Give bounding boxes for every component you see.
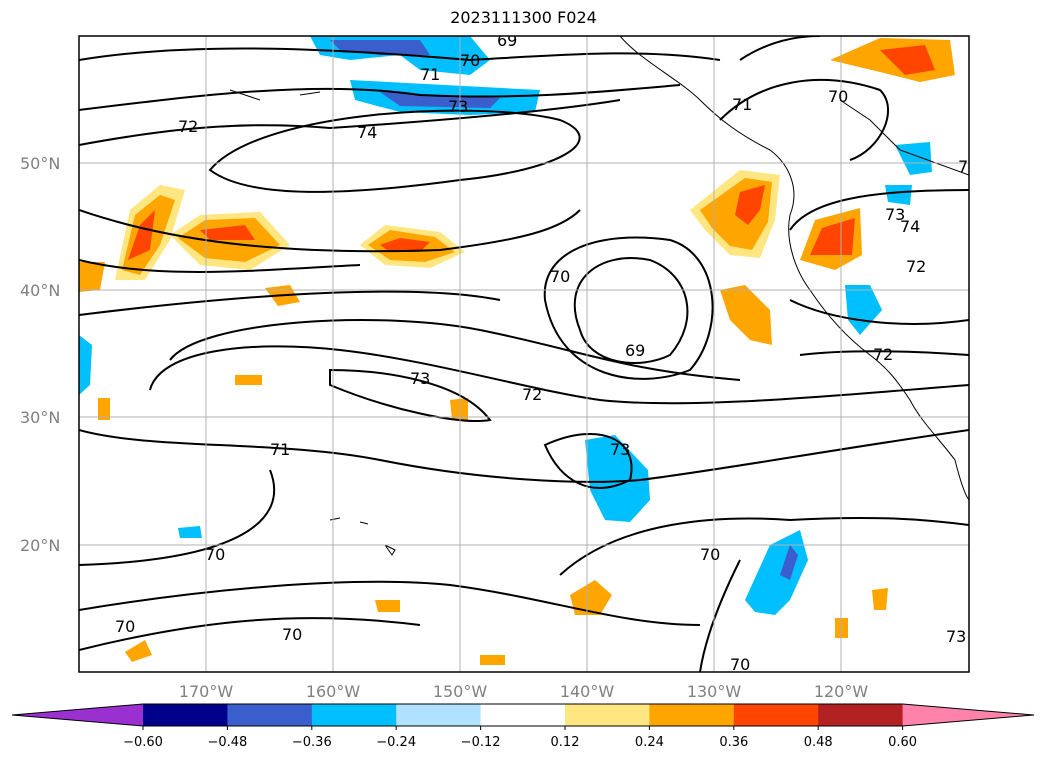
contour-label: 69 (497, 31, 517, 50)
contour-label: 70 (828, 87, 848, 106)
contour-label: 70 (700, 545, 720, 564)
coastlines (229, 36, 969, 556)
colorbar-segment (311, 704, 397, 726)
colorbar-segment (649, 704, 735, 726)
contour-label: 73 (946, 627, 966, 646)
colorbar-tick-label: 0.36 (719, 735, 748, 750)
map-title: 2023111300 F024 (450, 8, 597, 27)
colorbar-segment (227, 704, 313, 726)
contour-label: 69 (625, 341, 645, 360)
contour-label: 70 (730, 655, 750, 674)
colorbar-segment (818, 704, 904, 726)
contour-label: 71 (270, 440, 290, 459)
colorbar-tick-label: −0.12 (461, 735, 501, 750)
colorbar: −0.60 −0.48 −0.36 −0.24 −0.12 0.12 0.24 0.36 0.4… (11, 703, 1035, 750)
colorbar-tick-label: −0.24 (376, 735, 416, 750)
lat-label: 50°N (20, 154, 60, 173)
contour-label: 72 (873, 345, 893, 364)
colorbar-tick-label: 0.48 (804, 735, 833, 750)
lon-label: 150°W (433, 682, 488, 701)
colorbar-tick-label: 0.24 (635, 735, 664, 750)
blue-region-sub (585, 435, 650, 522)
colorbar-extend-min (12, 704, 143, 726)
colorbar-extend-max (902, 704, 1034, 726)
contour-label: 72 (178, 117, 198, 136)
plot-area (79, 36, 969, 672)
shaded-anomalies (79, 36, 955, 665)
longitude-labels: 170°W 160°W 150°W 140°W 130°W 120°W (179, 682, 869, 701)
contour-label: 70 (115, 617, 135, 636)
contour-label: 71 (420, 65, 440, 84)
colorbar-segment (396, 704, 482, 726)
contour-label: 73 (885, 205, 905, 224)
contour-lines (79, 36, 969, 672)
contour-label: 73 (410, 369, 430, 388)
contour-label: 72 (522, 385, 542, 404)
lon-label: 140°W (560, 682, 615, 701)
lat-label: 30°N (20, 408, 60, 427)
contour-label: 70 (958, 157, 978, 176)
colorbar-tick-label: 0.60 (888, 735, 917, 750)
lon-label: 130°W (687, 682, 742, 701)
colorbar-segment (565, 704, 650, 726)
contour-label: 70 (550, 267, 570, 286)
contour-label: 70 (282, 625, 302, 644)
colorbar-tick-label: −0.48 (207, 735, 247, 750)
contour-labels: 69 70 71 72 73 74 70 71 72 73 69 70 72 7… (115, 31, 978, 674)
contour-label: 70 (205, 545, 225, 564)
lon-label: 120°W (814, 682, 869, 701)
colorbar-tick-label: −0.36 (292, 735, 332, 750)
plot-frame (78, 35, 970, 673)
lon-label: 170°W (179, 682, 234, 701)
colorbar-segment (143, 704, 228, 726)
lat-label: 40°N (20, 281, 60, 300)
contour-label: 73 (448, 97, 468, 116)
colorbar-tick-label: 0.12 (551, 735, 580, 750)
lon-label: 160°W (306, 682, 361, 701)
lat-label: 20°N (20, 536, 60, 555)
colorbar-segment (733, 704, 819, 726)
latitude-labels: 50°N 40°N 30°N 20°N (20, 154, 60, 555)
contour-label: 70 (460, 51, 480, 70)
contour-label: 72 (906, 257, 926, 276)
colorbar-tick-label: −0.60 (123, 735, 163, 750)
contour-label: 74 (357, 123, 377, 142)
contour-label: 71 (732, 95, 752, 114)
graticule (79, 36, 969, 672)
contour-label: 73 (610, 440, 630, 459)
colorbar-segment (480, 704, 566, 726)
contour-label: 74 (900, 217, 920, 236)
